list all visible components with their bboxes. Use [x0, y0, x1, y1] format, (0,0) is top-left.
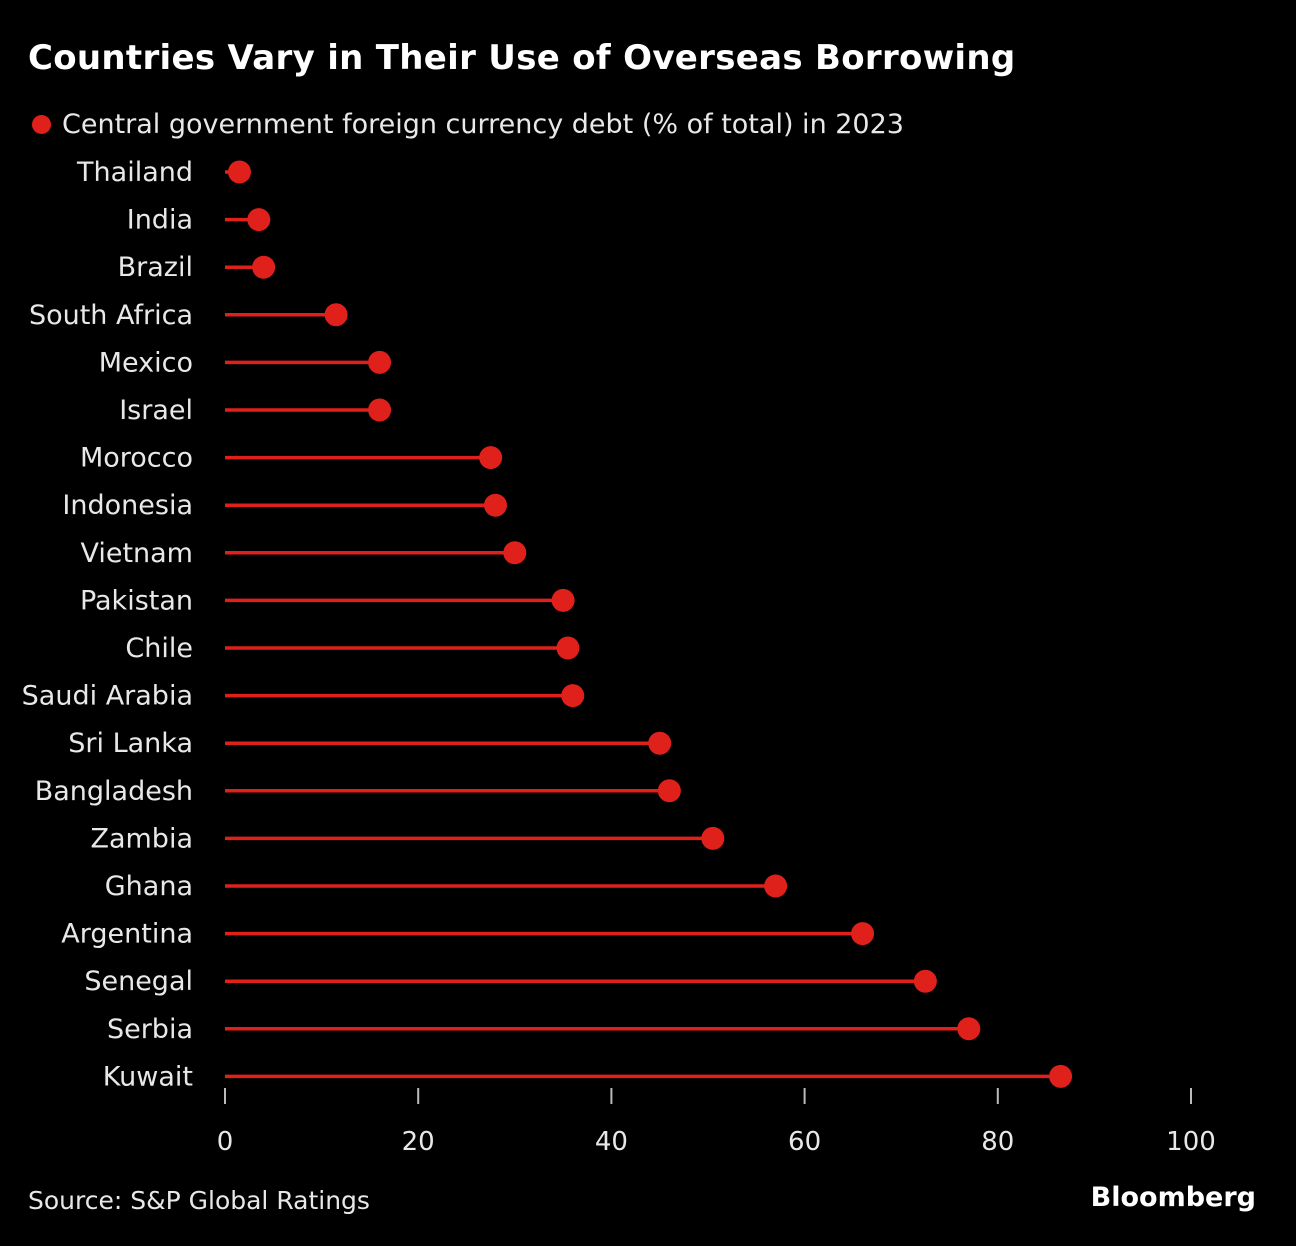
data-point: [556, 636, 580, 660]
category-label: Ghana: [105, 871, 193, 902]
data-point: [368, 398, 392, 422]
bloomberg-logo: Bloomberg: [1090, 1182, 1256, 1213]
category-label: South Africa: [29, 300, 193, 331]
chart-title: Countries Vary in Their Use of Overseas …: [28, 38, 1016, 78]
data-point: [227, 160, 251, 184]
category-label: Pakistan: [80, 585, 193, 616]
source-note: Source: S&P Global Ratings: [28, 1186, 370, 1215]
category-label: Sri Lanka: [68, 728, 193, 759]
legend-marker: [32, 114, 51, 134]
data-point: [764, 874, 788, 898]
data-point: [503, 541, 527, 565]
category-label: Morocco: [80, 443, 193, 474]
category-label: Senegal: [84, 966, 193, 997]
category-label: Serbia: [107, 1014, 193, 1045]
category-label: Zambia: [90, 823, 193, 854]
x-tick-label: 20: [402, 1127, 435, 1157]
data-point: [851, 922, 875, 946]
x-tick-label: 40: [595, 1127, 628, 1157]
data-point: [551, 588, 575, 612]
data-point: [247, 208, 271, 232]
legend: Central government foreign currency debt…: [32, 106, 904, 142]
x-tick-label: 100: [1166, 1127, 1216, 1157]
category-label: Argentina: [61, 919, 193, 950]
data-point: [252, 255, 276, 279]
data-point: [701, 826, 725, 850]
data-point: [957, 1017, 981, 1041]
x-tick-label: 0: [217, 1127, 234, 1157]
category-label: Indonesia: [62, 490, 193, 521]
data-point: [483, 493, 507, 517]
category-label: Saudi Arabia: [22, 681, 193, 712]
data-point: [648, 731, 672, 755]
category-label: Brazil: [118, 252, 193, 283]
legend-label: Central government foreign currency debt…: [62, 108, 904, 140]
category-label: Bangladesh: [35, 776, 193, 807]
data-point: [324, 303, 348, 327]
data-point: [561, 684, 585, 708]
data-point: [479, 446, 503, 470]
category-label: Kuwait: [103, 1061, 193, 1092]
data-point: [1049, 1064, 1073, 1088]
category-label: Vietnam: [80, 538, 193, 569]
category-label: Thailand: [76, 157, 193, 188]
category-label: India: [127, 205, 193, 236]
data-point: [368, 350, 392, 374]
category-label: Israel: [119, 395, 193, 426]
data-point: [913, 969, 937, 993]
category-label: Chile: [125, 633, 193, 664]
category-label: Mexico: [99, 347, 193, 378]
x-tick-label: 60: [788, 1127, 821, 1157]
data-point: [657, 779, 681, 803]
x-tick-label: 80: [981, 1127, 1014, 1157]
